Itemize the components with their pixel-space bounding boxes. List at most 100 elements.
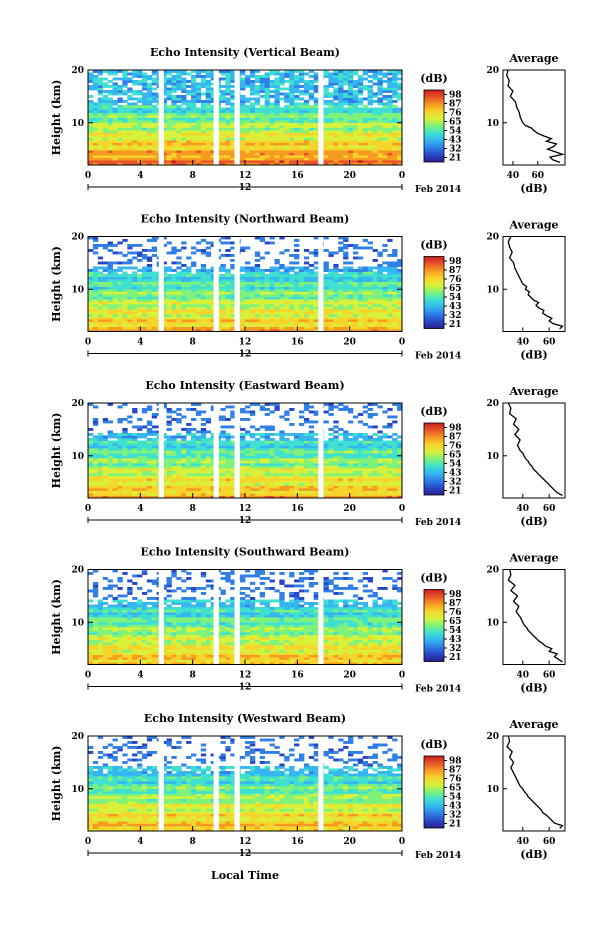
heatmap-cell	[201, 493, 206, 496]
heatmap-cell	[309, 252, 314, 255]
heatmap-cell	[373, 314, 378, 317]
heatmap-cell	[270, 160, 275, 163]
heatmap-cell	[382, 150, 387, 153]
heatmap-cell	[353, 110, 358, 113]
heatmap-cell	[181, 274, 186, 277]
heatmap-cell	[127, 297, 132, 300]
heatmap-cell	[196, 148, 201, 151]
heatmap-cell	[122, 486, 127, 489]
heatmap-cell	[309, 123, 314, 126]
heatmap-cell	[377, 130, 382, 133]
heatmap-cell	[265, 289, 270, 292]
heatmap-cell	[309, 488, 314, 491]
heatmap-cell	[270, 110, 275, 113]
heatmap-cell	[122, 267, 127, 270]
heatmap-cell	[289, 160, 294, 163]
heatmap-cell	[299, 279, 304, 282]
heatmap-cell	[299, 468, 304, 471]
heatmap-cell	[314, 133, 319, 136]
heatmap-cell	[270, 307, 275, 310]
heatmap-cell	[274, 471, 279, 474]
heatmap-cell	[88, 150, 93, 153]
heatmap-cell	[206, 269, 211, 272]
heatmap-cell	[382, 125, 387, 128]
heatmap-cell	[392, 140, 397, 143]
heatmap-cell	[132, 257, 137, 260]
heatmap-cell	[260, 309, 265, 312]
heatmap-cell	[382, 269, 387, 272]
heatmap-cell	[167, 274, 172, 277]
heatmap-cell	[289, 466, 294, 469]
heatmap-cell	[201, 324, 206, 327]
heatmap-cell	[127, 88, 132, 91]
heatmap-cell	[265, 120, 270, 123]
heatmap-cell	[373, 113, 378, 116]
profile-title: Average	[508, 52, 558, 65]
heatmap-cell	[368, 90, 373, 93]
heatmap-cell	[167, 267, 172, 270]
heatmap-cell	[137, 100, 142, 103]
heatmap-cell	[377, 90, 382, 93]
heatmap-cell	[324, 468, 329, 471]
heatmap-cell	[343, 274, 348, 277]
heatmap-cell	[348, 314, 353, 317]
heatmap-cell	[176, 160, 181, 163]
heatmap-cell	[122, 133, 127, 136]
heatmap-cell	[206, 73, 211, 76]
heatmap-cell	[117, 322, 122, 325]
heatmap-cell	[225, 294, 230, 297]
heatmap-cell	[284, 88, 289, 91]
heatmap-cell	[299, 110, 304, 113]
heatmap-cell	[392, 133, 397, 136]
heatmap-cell	[368, 88, 373, 91]
heatmap-cell	[309, 160, 314, 163]
heatmap-cell	[132, 110, 137, 113]
heatmap-cell	[225, 100, 230, 103]
heatmap-cell	[289, 150, 294, 153]
heatmap-cell	[113, 468, 118, 471]
heatmap-cell	[147, 317, 152, 320]
heatmap-cell	[363, 155, 368, 158]
heatmap-cell	[270, 85, 275, 88]
heatmap-cell	[289, 319, 294, 322]
heatmap-cell	[201, 123, 206, 126]
heatmap-cell	[368, 304, 373, 307]
heatmap-cell	[225, 307, 230, 310]
heatmap-cell	[294, 304, 299, 307]
heatmap-cell	[245, 247, 250, 250]
heatmap-cell	[250, 473, 255, 476]
heatmap-cell	[358, 83, 363, 86]
heatmap-cell	[358, 327, 363, 330]
heatmap-cell	[314, 309, 319, 312]
heatmap-cell	[387, 264, 392, 267]
heatmap-cell	[333, 478, 338, 481]
heatmap-cell	[127, 327, 132, 330]
heatmap-cell	[108, 319, 113, 322]
heatmap-cell	[108, 299, 113, 302]
heatmap-cell	[137, 312, 142, 315]
heatmap-cell	[387, 254, 392, 257]
heatmap-cell	[127, 244, 132, 247]
heatmap-cell	[324, 115, 329, 118]
heatmap-cell	[240, 289, 245, 292]
heatmap-cell	[328, 105, 333, 108]
heatmap-cell	[245, 307, 250, 310]
heatmap-cell	[98, 133, 103, 136]
heatmap-cell	[265, 158, 270, 161]
heatmap-cell	[88, 309, 93, 312]
heatmap-cell	[255, 133, 260, 136]
heatmap-cell	[171, 312, 176, 315]
heatmap-cell	[113, 118, 118, 121]
heatmap-cell	[147, 135, 152, 138]
heatmap-cell	[348, 143, 353, 146]
heatmap-cell	[348, 476, 353, 479]
heatmap-cell	[103, 150, 108, 153]
heatmap-cell	[279, 110, 284, 113]
heatmap-cell	[377, 309, 382, 312]
heatmap-cell	[265, 123, 270, 126]
heatmap-cell	[343, 73, 348, 76]
heatmap-cell	[171, 143, 176, 146]
x-tick-label: 20	[343, 171, 356, 181]
heatmap-cell	[93, 267, 98, 270]
heatmap-cell	[88, 277, 93, 280]
